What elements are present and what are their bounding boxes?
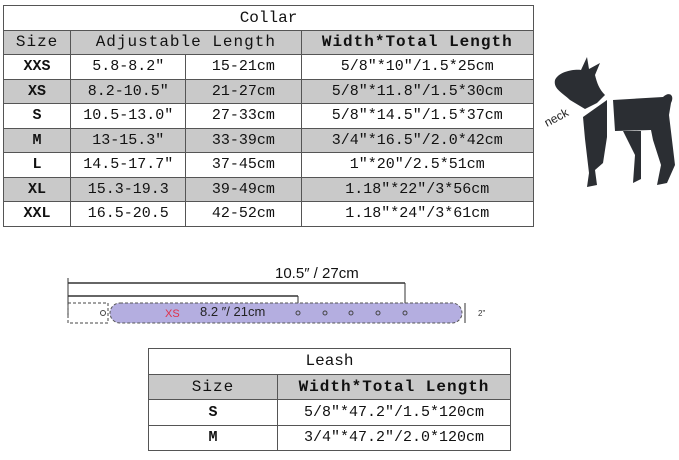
header-adjustable-length: Adjustable Length <box>70 29 302 55</box>
leash-row: S 5/8″*47.2″/1.5*120cm <box>148 399 511 426</box>
collar-size-table: Collar Size Adjustable Length Width*Tota… <box>2 5 535 227</box>
cm-cell: 37-45cm <box>185 152 302 178</box>
cm-cell: 27-33cm <box>185 103 302 129</box>
leash-header-size: Size <box>148 373 278 400</box>
collar-row: XXL 16.5-20.5 42-52cm 1.18″*24″/3*61cm <box>2 201 535 227</box>
size-cell: XXS <box>2 54 72 80</box>
width-cell: 1.18″*22″/3*56cm <box>300 176 535 202</box>
collar-diagram: 10.5″ / 27cm XS 8.2 ″/ 21cm 2" <box>67 265 485 324</box>
inch-cell: 14.5-17.7″ <box>70 152 187 178</box>
short-length-label: 8.2 ″/ 21cm <box>200 304 265 319</box>
collar-title: Collar <box>3 5 534 31</box>
width-label: 2" <box>478 309 485 318</box>
dog-silhouette: neck <box>545 57 675 187</box>
leash-row: M 3/4″*47.2″/2.0*120cm <box>148 424 511 451</box>
inch-cell: 8.2-10.5″ <box>70 78 187 104</box>
inch-cell: 10.5-13.0″ <box>70 103 187 129</box>
header-width-total-length: Width*Total Length <box>300 29 535 55</box>
inch-cell: 13-15.3″ <box>70 127 187 153</box>
cm-cell: 15-21cm <box>185 54 302 80</box>
width-cell: 5/8″*14.5″/1.5*37cm <box>300 103 535 129</box>
inch-cell: 16.5-20.5 <box>70 201 187 227</box>
collar-holes <box>295 310 408 316</box>
leash-header-width-total-length: Width*Total Length <box>277 373 511 400</box>
size-cell: M <box>148 424 278 451</box>
collar-row: L 14.5-17.7″ 37-45cm 1″*20″/2.5*51cm <box>2 152 535 178</box>
leash-size-table: Leash Size Width*Total Length S 5/8″*47.2… <box>148 348 511 451</box>
inch-cell: 5.8-8.2″ <box>70 54 187 80</box>
inch-cell: 15.3-19.3 <box>70 176 187 202</box>
size-cell: XXL <box>2 201 72 227</box>
cm-cell: 39-49cm <box>185 176 302 202</box>
size-cell: L <box>2 152 72 178</box>
size-label: XS <box>165 308 180 320</box>
width-cell: 1″*20″/2.5*51cm <box>300 152 535 178</box>
width-cell: 5/8″*10″/1.5*25cm <box>300 54 535 80</box>
cm-cell: 42-52cm <box>185 201 302 227</box>
collar-row: XXS 5.8-8.2″ 15-21cm 5/8″*10″/1.5*25cm <box>2 54 535 80</box>
collar-row: M 13-15.3″ 33-39cm 3/4″*16.5″/2.0*42cm <box>2 127 535 153</box>
width-cell: 5/8″*11.8″/1.5*30cm <box>300 78 535 104</box>
size-cell: M <box>2 127 72 153</box>
long-length-label: 10.5″ / 27cm <box>275 265 359 282</box>
cm-cell: 33-39cm <box>185 127 302 153</box>
width-cell: 5/8″*47.2″/1.5*120cm <box>277 399 511 426</box>
width-cell: 3/4″*47.2″/2.0*120cm <box>277 424 511 451</box>
collar-row: S 10.5-13.0″ 27-33cm 5/8″*14.5″/1.5*37cm <box>2 103 535 129</box>
leash-title: Leash <box>148 348 511 375</box>
width-cell: 1.18″*24″/3*61cm <box>300 201 535 227</box>
neck-label: neck <box>545 105 572 130</box>
collar-row: XL 15.3-19.3 39-49cm 1.18″*22″/3*56cm <box>2 176 535 202</box>
header-size: Size <box>2 29 72 55</box>
cm-cell: 21-27cm <box>185 78 302 104</box>
collar-strap <box>109 302 463 324</box>
size-cell: S <box>2 103 72 129</box>
buckle <box>67 302 109 324</box>
size-cell: S <box>148 399 278 426</box>
width-cell: 3/4″*16.5″/2.0*42cm <box>300 127 535 153</box>
collar-row: XS 8.2-10.5″ 21-27cm 5/8″*11.8″/1.5*30cm <box>2 78 535 104</box>
size-cell: XS <box>2 78 72 104</box>
size-cell: XL <box>2 176 72 202</box>
